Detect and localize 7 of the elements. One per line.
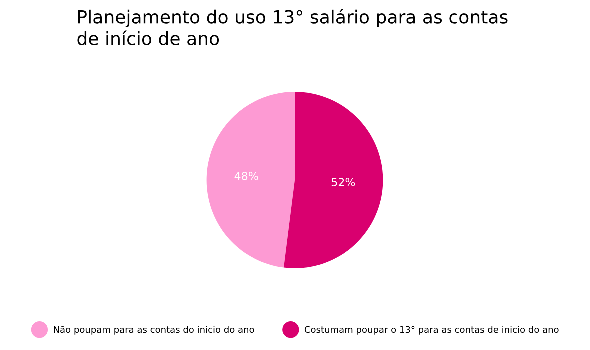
pie-slice (206, 92, 295, 268)
chart-title: Planejamento do uso 13° salário para as contas de início de ano (78, 9, 508, 46)
pie-slice (284, 92, 384, 268)
legend-label: Costumam poupar o 13° para as contas de inicio do ano (304, 326, 559, 335)
data-label: 48% (234, 172, 258, 180)
data-label: 52% (332, 178, 356, 187)
legend-label: Não poupam para as contas do inicio do ano (54, 326, 254, 335)
